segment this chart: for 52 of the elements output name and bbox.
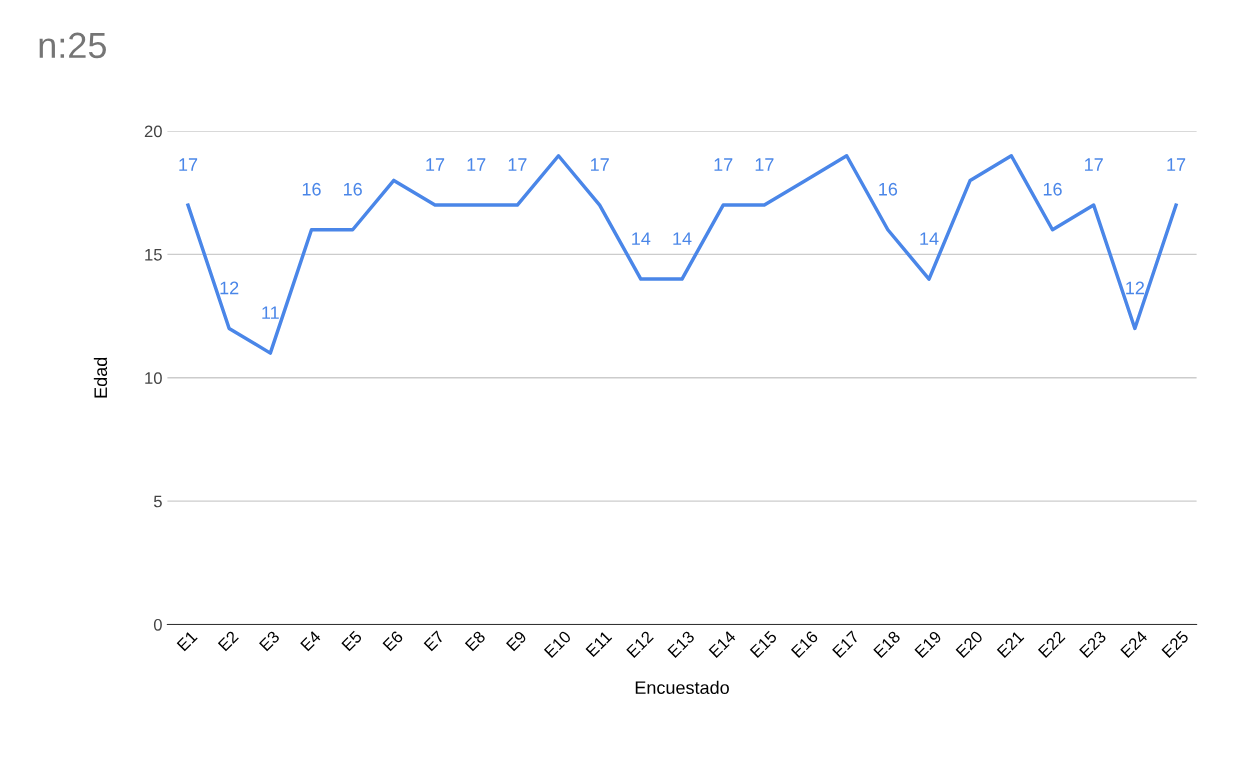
x-tick-label: E19 xyxy=(914,630,943,659)
x-tick-label: E18 xyxy=(873,630,901,659)
x-tick-label: E7 xyxy=(423,630,445,652)
y-axis-title: Edad xyxy=(93,357,108,398)
y-tick-label: 10 xyxy=(145,372,162,384)
x-tick-label: E13 xyxy=(667,630,696,659)
data-label: 12 xyxy=(220,281,239,295)
x-tick-label: E5 xyxy=(341,630,363,652)
x-tick-label: E2 xyxy=(217,630,239,652)
x-tick-label: E16 xyxy=(790,630,819,659)
x-tick-label: E9 xyxy=(505,630,528,652)
data-label: 16 xyxy=(343,182,362,196)
x-tick-label: E21 xyxy=(996,630,1025,658)
x-tick-label: E23 xyxy=(1078,630,1107,659)
y-tick-label: 0 xyxy=(153,618,162,631)
x-tick-label: E1 xyxy=(176,630,198,652)
data-label: 16 xyxy=(879,182,898,196)
x-tick-label: E17 xyxy=(832,630,860,658)
x-tick-label: E15 xyxy=(749,630,778,659)
data-label: 17 xyxy=(714,158,733,171)
data-label: 17 xyxy=(179,158,198,171)
y-tick-label: 15 xyxy=(145,249,162,261)
y-tick-label: 5 xyxy=(153,495,162,508)
x-tick-label: E11 xyxy=(585,630,613,658)
y-tick-label: 20 xyxy=(144,125,162,138)
data-label: 14 xyxy=(673,232,692,245)
x-tick-label: E3 xyxy=(258,630,281,652)
data-label: 17 xyxy=(755,158,774,171)
data-label: 16 xyxy=(302,182,321,196)
x-tick-label: E14 xyxy=(708,630,737,658)
data-label: 17 xyxy=(426,158,445,171)
data-label: 14 xyxy=(920,232,939,245)
data-label: 14 xyxy=(632,232,651,245)
data-label: 17 xyxy=(508,158,527,171)
x-axis-title: Encuestado xyxy=(635,680,729,695)
data-label: 12 xyxy=(1126,281,1144,295)
x-tick-label: E20 xyxy=(955,630,984,659)
x-tick-label: E4 xyxy=(300,630,322,652)
x-tick-label: E10 xyxy=(543,630,572,659)
data-label: 17 xyxy=(1167,158,1186,171)
data-label: 11 xyxy=(262,306,279,319)
chart-title: n:25 xyxy=(39,32,106,59)
x-tick-label: E22 xyxy=(1037,630,1066,658)
x-tick-label: E6 xyxy=(382,630,404,652)
data-label: 16 xyxy=(1043,182,1062,196)
data-label: 17 xyxy=(591,158,609,171)
x-tick-label: E25 xyxy=(1161,630,1190,659)
data-label: 17 xyxy=(467,158,486,171)
data-label: 17 xyxy=(1085,158,1103,171)
x-tick-label: E24 xyxy=(1120,630,1149,658)
x-tick-label: E8 xyxy=(464,630,487,652)
x-tick-label: E12 xyxy=(626,630,654,658)
